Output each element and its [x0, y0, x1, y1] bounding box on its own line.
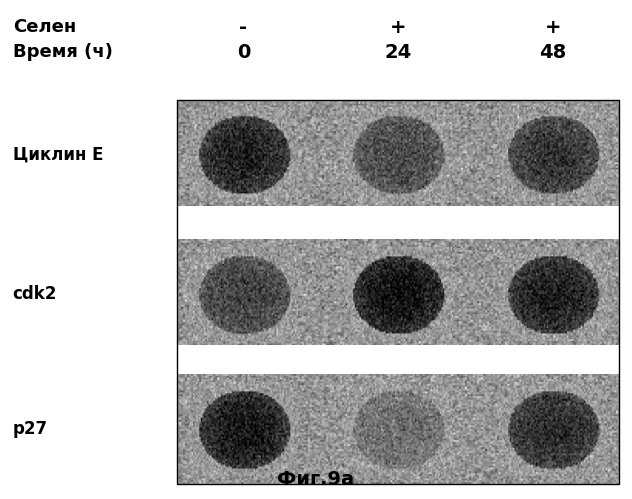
Text: 0: 0: [236, 43, 250, 62]
Text: -: -: [240, 18, 247, 37]
Text: Время (ч): Время (ч): [13, 43, 112, 61]
Text: cdk2: cdk2: [13, 285, 57, 303]
Bar: [177, 345, 619, 353]
Text: 48: 48: [539, 43, 567, 62]
Text: Циклин Е: Циклин Е: [13, 146, 103, 164]
Text: +: +: [390, 18, 406, 37]
Bar: [177, 100, 619, 484]
Text: +: +: [545, 18, 561, 37]
Text: Селен: Селен: [13, 18, 76, 36]
Text: Фиг.9a: Фиг.9a: [277, 470, 355, 489]
Text: 24: 24: [384, 43, 412, 62]
Bar: [177, 206, 619, 214]
Text: p27: p27: [13, 420, 48, 438]
